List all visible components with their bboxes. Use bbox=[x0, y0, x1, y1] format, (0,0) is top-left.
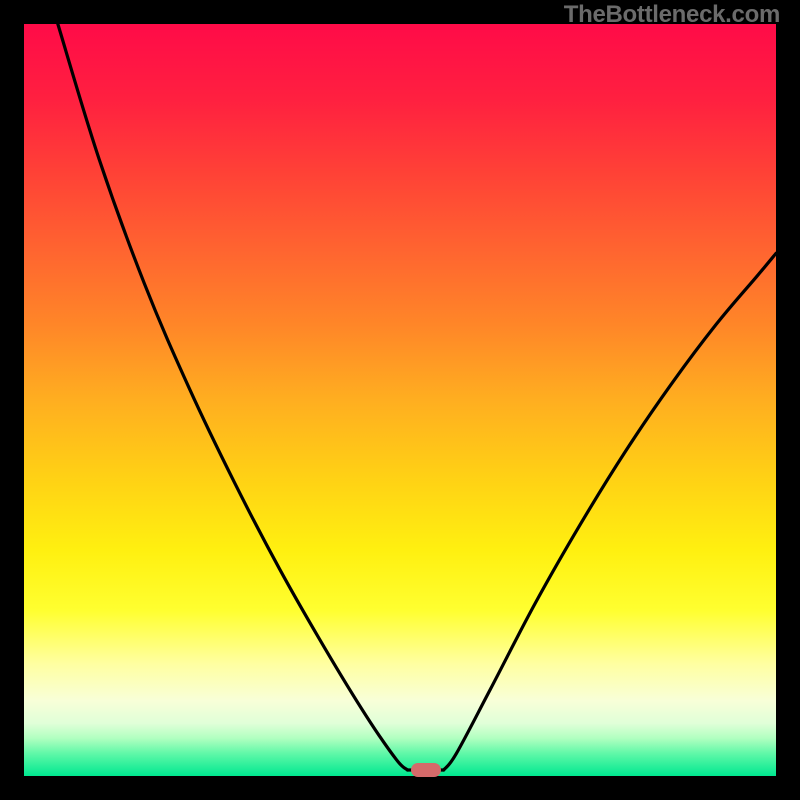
optimal-point-marker bbox=[411, 763, 441, 777]
watermark-label: TheBottleneck.com bbox=[564, 1, 780, 28]
bottleneck-curve bbox=[0, 0, 800, 800]
watermark-text: TheBottleneck.com bbox=[564, 1, 780, 29]
